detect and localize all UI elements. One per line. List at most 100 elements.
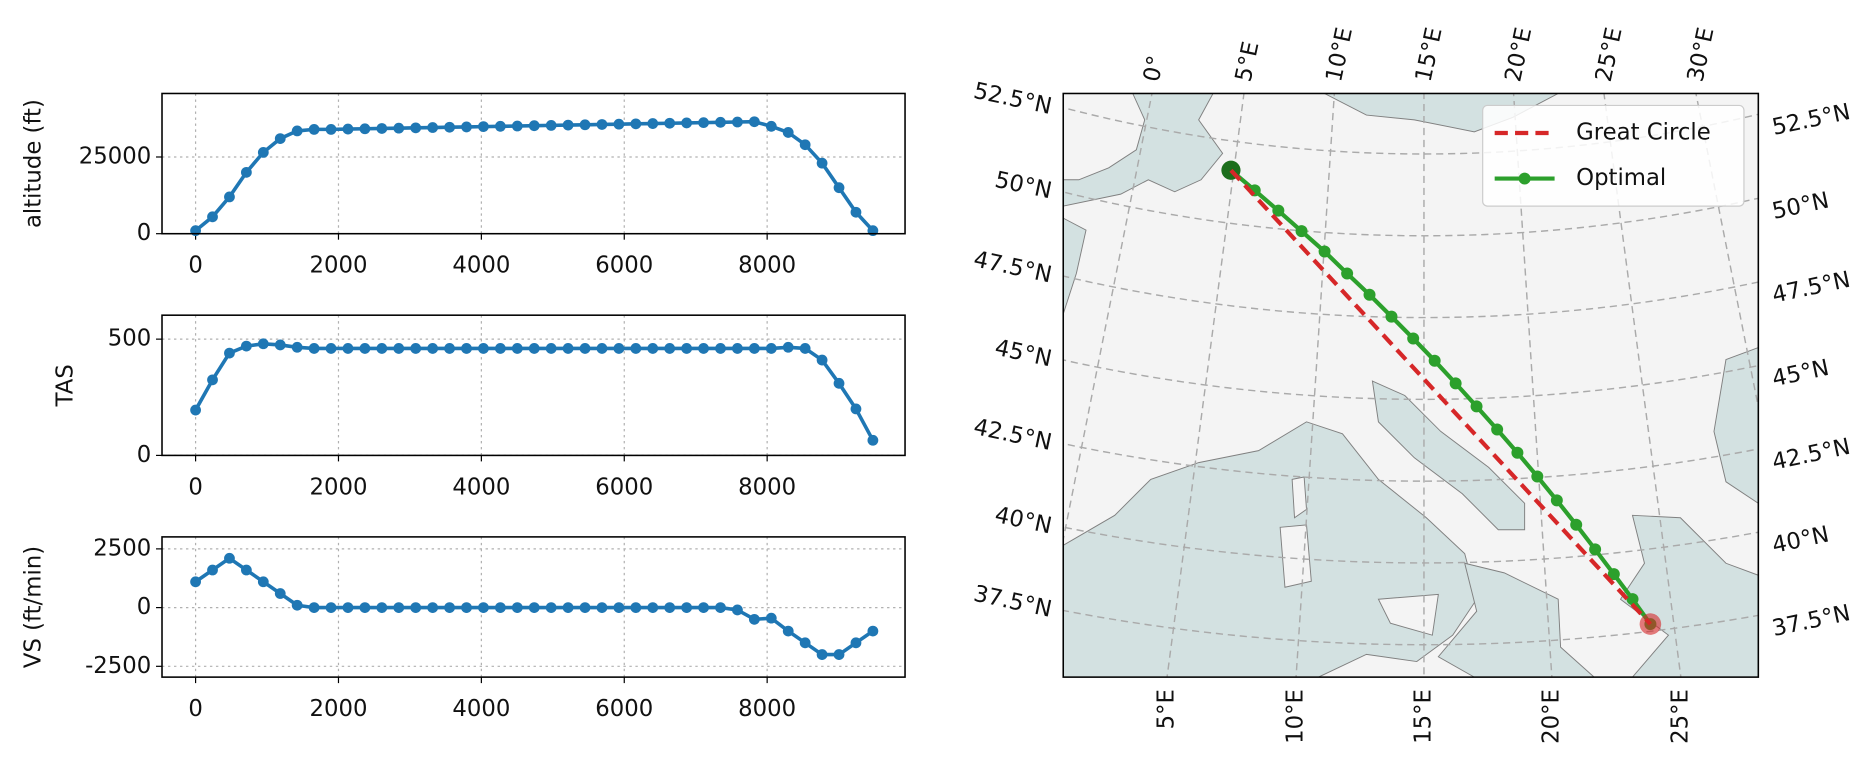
parallel-label: 42.5°N (1770, 434, 1853, 476)
parallel-label: 37.5°N (1770, 600, 1853, 642)
data-point (850, 637, 862, 649)
data-point (427, 343, 439, 354)
map-grid (1063, 93, 1759, 678)
data-point (732, 116, 743, 128)
data-point (782, 625, 794, 637)
route-point (1570, 518, 1583, 531)
data-point (444, 343, 455, 354)
data-point (816, 354, 828, 366)
route-point (1272, 204, 1285, 217)
meridian-label: 10°E (1321, 25, 1358, 84)
meridian-label: 15°E (1410, 689, 1436, 744)
data-point (630, 602, 642, 613)
data-point (562, 602, 574, 613)
data-point (562, 343, 574, 354)
x-tick-label: 2000 (310, 696, 368, 722)
data-point (427, 602, 439, 613)
data-point (376, 602, 388, 613)
data-point (376, 123, 388, 134)
meridian-label: 25°E (1591, 25, 1628, 84)
data-point (207, 374, 218, 386)
data-point (816, 649, 828, 660)
x-tick-label: 2000 (310, 253, 368, 279)
data-point (579, 602, 591, 613)
data-point (291, 599, 303, 611)
data-point (799, 343, 811, 354)
data-point (647, 602, 659, 613)
x-tick-label: 0 (188, 253, 202, 279)
route-point (1295, 225, 1308, 238)
meridian-label: 15°E (1411, 25, 1448, 84)
data-point (325, 602, 337, 613)
parallel-label: 40°N (993, 502, 1055, 539)
data-point (630, 343, 642, 354)
parallel-label: 37.5°N (971, 581, 1054, 623)
route-point (1407, 332, 1420, 345)
axes-frame (161, 92, 906, 235)
data-point (240, 564, 252, 576)
data-point (494, 602, 506, 613)
data-point (393, 602, 405, 613)
y-tick-label: -2500 (85, 653, 151, 679)
data-point (494, 120, 506, 132)
map-background (1063, 93, 1759, 678)
route-point (1626, 593, 1639, 606)
data-point (528, 120, 540, 132)
meridian-label: 20°E (1538, 689, 1564, 744)
data-point (207, 564, 218, 576)
route-point (1449, 377, 1462, 390)
data-point (494, 343, 506, 354)
data-point (765, 612, 777, 624)
data-point (240, 340, 252, 352)
data-point (427, 122, 439, 133)
data-point (461, 121, 472, 133)
parallel-label: 47.5°N (971, 246, 1054, 288)
parallel (1063, 526, 1759, 564)
data-point (545, 119, 557, 131)
x-tick-label: 6000 (595, 253, 653, 279)
parallel-label: 45°N (1770, 355, 1832, 392)
data-point (240, 166, 252, 178)
britain (1063, 93, 1146, 181)
data-point (257, 576, 269, 588)
data-point (748, 613, 760, 625)
data-point (224, 191, 235, 203)
parallel-label: 47.5°N (1770, 267, 1853, 309)
meridian-label: 0° (1139, 53, 1170, 84)
parallel-label: 45°N (993, 335, 1055, 372)
data-point (410, 602, 422, 613)
legend-marker (1518, 172, 1531, 185)
data-point (478, 121, 489, 133)
data-point (325, 343, 337, 354)
parallel-label: 50°N (1770, 188, 1832, 225)
x-tick-label: 0 (188, 474, 202, 500)
aegean (1619, 514, 1759, 678)
data-point (579, 343, 591, 354)
parallel-label: 50°N (993, 167, 1055, 204)
data-point (698, 343, 709, 354)
x-tick-label: 2000 (310, 474, 368, 500)
data-point (681, 343, 693, 354)
y-axis-label: TAS (53, 364, 79, 407)
meridian-label: 5°E (1231, 39, 1265, 84)
x-tick-label: 4000 (452, 253, 510, 279)
data-point (410, 122, 422, 134)
data-line (194, 341, 875, 442)
meridian-label: 30°E (1683, 25, 1720, 84)
y-tick-label: 2500 (93, 535, 151, 561)
data-point (444, 602, 455, 613)
data-point (732, 343, 743, 354)
data-point (545, 602, 557, 613)
x-tick-label: 0 (188, 696, 202, 722)
route-point (1341, 267, 1354, 280)
data-point (393, 122, 405, 134)
y-tick-label: 25000 (79, 143, 151, 169)
parallel (1063, 275, 1759, 319)
x-tick-label: 4000 (452, 474, 510, 500)
data-point (207, 211, 218, 223)
data-point (816, 157, 828, 169)
data-point (224, 552, 235, 564)
data-point (630, 118, 642, 130)
data-point (748, 116, 760, 128)
data-point (461, 343, 472, 354)
